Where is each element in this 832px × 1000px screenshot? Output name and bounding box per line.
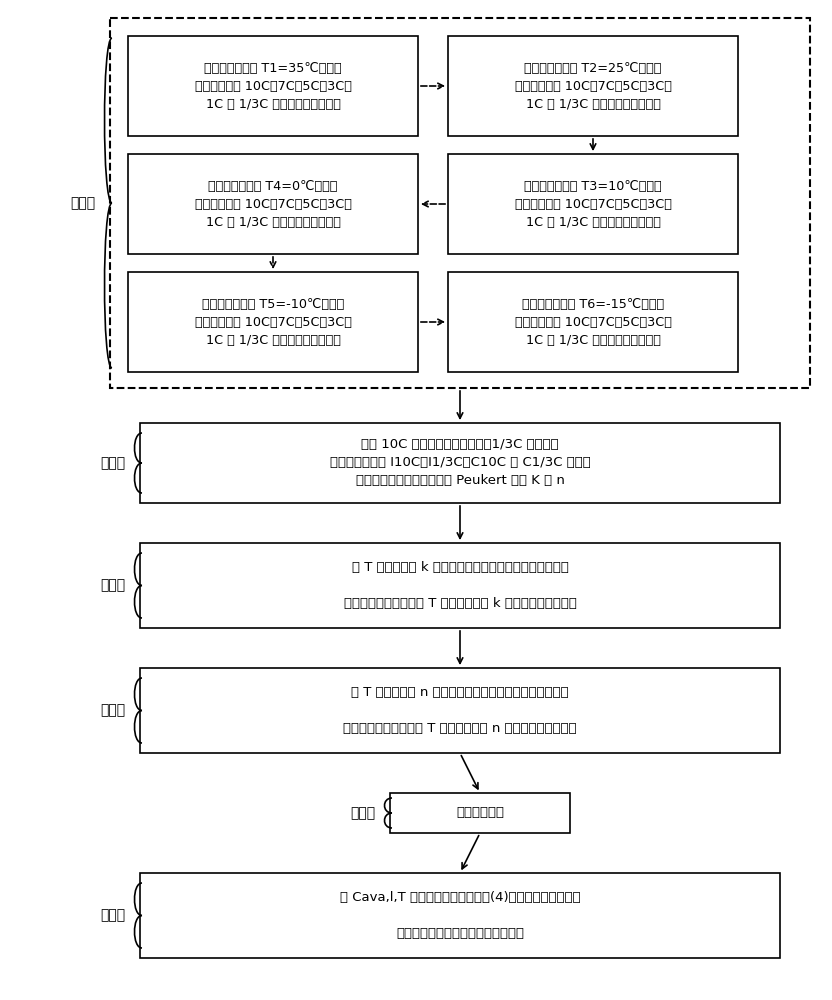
Text: 将 Cava,l,T 带入电池剩余电量公式(4)对不同温度环境下的

功率型锂离子电池剩余电量进行估计: 将 Cava,l,T 带入电池剩余电量公式(4)对不同温度环境下的 功率型锂离子… (339, 891, 580, 940)
Text: 将锂离子电池在 T5=-10℃的温度
条件下，进行 10C、7C、5C、3C、
1C 和 1/3C 六个倍率的放电试验: 将锂离子电池在 T5=-10℃的温度 条件下，进行 10C、7C、5C、3C、 … (195, 298, 351, 347)
Text: 将锂离子电池在 T6=-15℃的温度
条件下，进行 10C、7C、5C、3C、
1C 和 1/3C 六个倍率的放电试验: 将锂离子电池在 T6=-15℃的温度 条件下，进行 10C、7C、5C、3C、 … (514, 298, 671, 347)
Text: 将锂离子电池在 T3=10℃的温度
条件下，进行 10C、7C、5C、3C、
1C 和 1/3C 六个倍率的放电试验: 将锂离子电池在 T3=10℃的温度 条件下，进行 10C、7C、5C、3C、 1… (514, 180, 671, 229)
FancyBboxPatch shape (110, 18, 810, 388)
Text: 步骤二: 步骤二 (100, 456, 125, 470)
Text: 步骤六: 步骤六 (100, 908, 125, 922)
FancyBboxPatch shape (140, 668, 780, 753)
FancyBboxPatch shape (390, 793, 570, 833)
Text: 步骤四: 步骤四 (100, 704, 125, 718)
Text: 步骤三: 步骤三 (100, 578, 125, 592)
Text: 将锂离子电池在 T4=0℃的温度
条件下，进行 10C、7C、5C、3C、
1C 和 1/3C 六个倍率的放电试验: 将锂离子电池在 T4=0℃的温度 条件下，进行 10C、7C、5C、3C、 1C… (195, 180, 351, 229)
Text: 步骤五: 步骤五 (350, 806, 375, 820)
FancyBboxPatch shape (128, 154, 418, 254)
FancyBboxPatch shape (140, 423, 780, 503)
Text: 将锂离子电池在 T2=25℃的温度
条件下，进行 10C、7C、5C、3C、
1C 和 1/3C 六个倍率的放电试验: 将锂离子电池在 T2=25℃的温度 条件下，进行 10C、7C、5C、3C、 1… (514, 62, 671, 110)
Text: 以 T 为横轴，以 n 轴为纵轴，对六点进行曲线拟合，并使

用最小二乘法，得到以 T 为自变量，以 n 为因变量的拟合公式: 以 T 为横轴，以 n 轴为纵轴，对六点进行曲线拟合，并使 用最小二乘法，得到以… (343, 686, 577, 735)
FancyBboxPatch shape (140, 873, 780, 958)
Text: 步骤一: 步骤一 (70, 196, 95, 210)
FancyBboxPatch shape (140, 543, 780, 628)
Text: 可用容量公式: 可用容量公式 (456, 806, 504, 820)
FancyBboxPatch shape (448, 154, 738, 254)
FancyBboxPatch shape (448, 36, 738, 136)
Text: 将锂离子电池在 T1=35℃的温度
条件下，进行 10C、7C、5C、3C、
1C 和 1/3C 六个倍率的放电试验: 将锂离子电池在 T1=35℃的温度 条件下，进行 10C、7C、5C、3C、 1… (195, 62, 351, 110)
Text: 以 T 为横轴，以 k 轴为纵轴，对六点进行曲线拟合，并使

用最小二乘法，得到以 T 为自变量，以 k 为因变量的拟合公式: 以 T 为横轴，以 k 轴为纵轴，对六点进行曲线拟合，并使 用最小二乘法，得到以… (344, 561, 577, 610)
FancyBboxPatch shape (128, 272, 418, 372)
Text: 选择 10C 倍率为最高放电电流，1/3C 倍率为最
低放电电流，以 I10C，I1/3C，C10C 和 C1/3C 为计算
数据，得到六个温度条件的 Peuk: 选择 10C 倍率为最高放电电流，1/3C 倍率为最 低放电电流，以 I10C，… (329, 438, 591, 488)
FancyBboxPatch shape (448, 272, 738, 372)
FancyBboxPatch shape (128, 36, 418, 136)
